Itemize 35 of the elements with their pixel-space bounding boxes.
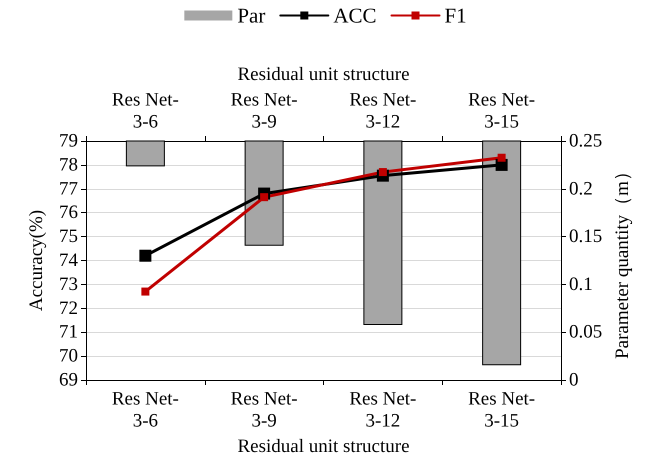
y-tick-label: 78 [59,154,78,176]
x2-axis-title: Residual unit structure [237,64,410,86]
x-tick-label: Res Net-3-9 [230,388,298,432]
x-tick-label: Res Net-3-6 [112,388,179,432]
y-tick-label: 71 [59,322,78,343]
y-axis-title: Accuracy(%) [26,210,47,312]
y-tick-label: 79 [59,130,78,152]
category-label: Res Net-3-6 [112,90,179,132]
y-tick-label: 72 [59,298,78,319]
y2-axis-title: Parameter quantity（m） [612,162,634,359]
point [141,288,150,296]
legend-label: Par [237,4,266,28]
x-tick-label: Res Net-3-15 [468,388,536,432]
legend-label: ACC [333,4,377,28]
y2-tick-label: 0.25 [569,130,602,152]
legend-label: F1 [444,4,467,28]
y-tick-label: 70 [59,346,78,367]
y-tick-label: 69 [59,370,78,390]
y-tick-label: 73 [59,274,78,295]
x-tick-label: Res Net-3-12 [349,388,416,432]
y2-tick-label: 0.2 [569,178,593,200]
y-tick-label: 76 [59,202,78,224]
y-tick-label: 77 [59,178,78,200]
y2-tick-label: 0.05 [569,322,602,343]
category-label: Res Net-3-15 [468,90,536,132]
category-label: Res Net-3-12 [349,90,416,132]
category-label: Res Net-3-9 [230,90,298,132]
y2-tick-label: 0.15 [569,226,602,248]
y2-tick-label: 0.1 [569,274,593,295]
y2-tick-label: 0 [569,370,578,390]
x-axis-title: Residual unit structure [237,436,410,457]
y-tick-label: 75 [59,226,78,248]
point [498,154,506,162]
point [139,250,152,262]
y-tick-label: 74 [59,250,78,271]
